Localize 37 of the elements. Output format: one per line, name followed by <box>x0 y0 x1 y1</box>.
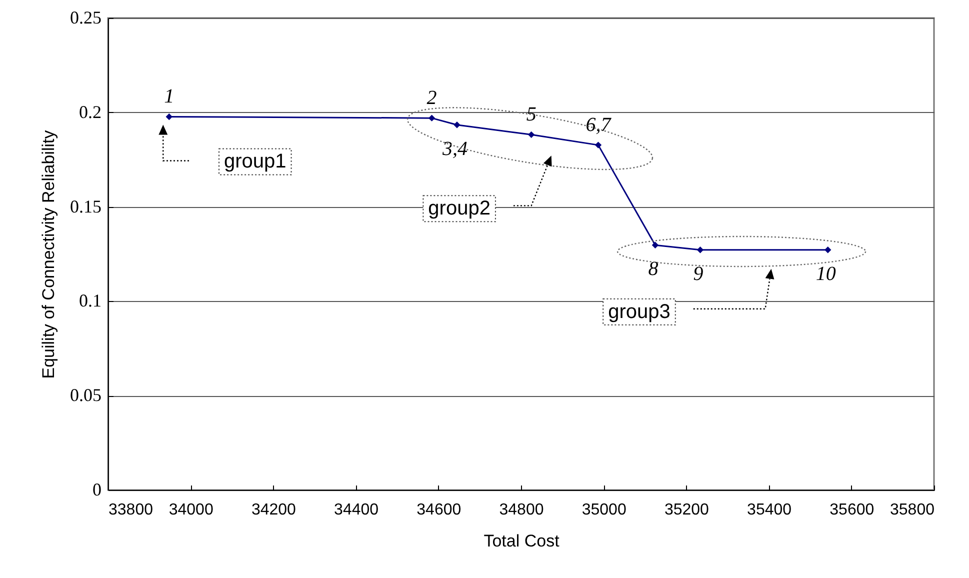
x-tick-label: 34600 <box>416 502 462 518</box>
x-tick-label: 34200 <box>251 502 296 518</box>
x-axis-title: Total Cost <box>484 532 560 550</box>
y-tick-label: 0 <box>92 480 102 500</box>
annotation: 6,7 <box>586 114 612 136</box>
x-tick-label: 33800 <box>108 502 154 518</box>
annotation: group2 <box>428 198 490 220</box>
annotation: 3,4 <box>441 138 468 160</box>
annotation: group3 <box>608 300 670 323</box>
annotation: 8 <box>648 258 658 280</box>
point <box>428 114 436 122</box>
point <box>652 242 659 248</box>
y-tick-label: 0.15 <box>70 196 102 216</box>
y-tick-label: 0.1 <box>79 290 102 311</box>
x-tick-label: 35000 <box>582 502 626 518</box>
y-tick-label: 0.25 <box>70 8 102 28</box>
x-tick-label: 35800 <box>890 502 935 518</box>
annotation: 2 <box>426 87 437 110</box>
point <box>696 246 704 254</box>
y-axis-title: Equility of Connectivity Reliability <box>39 130 58 379</box>
point <box>166 113 172 120</box>
point <box>528 131 535 138</box>
annotation: group1 <box>224 150 286 173</box>
x-tick-label: 34000 <box>168 502 214 518</box>
x-tick-label: 35600 <box>830 502 874 518</box>
y-tick-label: 0.2 <box>79 102 102 122</box>
point <box>824 246 832 254</box>
x-tick-label: 34800 <box>499 502 544 518</box>
x-tick-label: 34400 <box>334 502 379 518</box>
y-tick-label: 0.05 <box>70 385 102 406</box>
annotation: 9 <box>693 262 704 285</box>
annotation: 1 <box>164 86 174 108</box>
point <box>594 142 602 148</box>
point <box>454 122 460 128</box>
annotation: 10 <box>816 262 836 285</box>
x-tick-label: 35200 <box>664 502 710 518</box>
x-tick-label: 35400 <box>747 502 792 518</box>
